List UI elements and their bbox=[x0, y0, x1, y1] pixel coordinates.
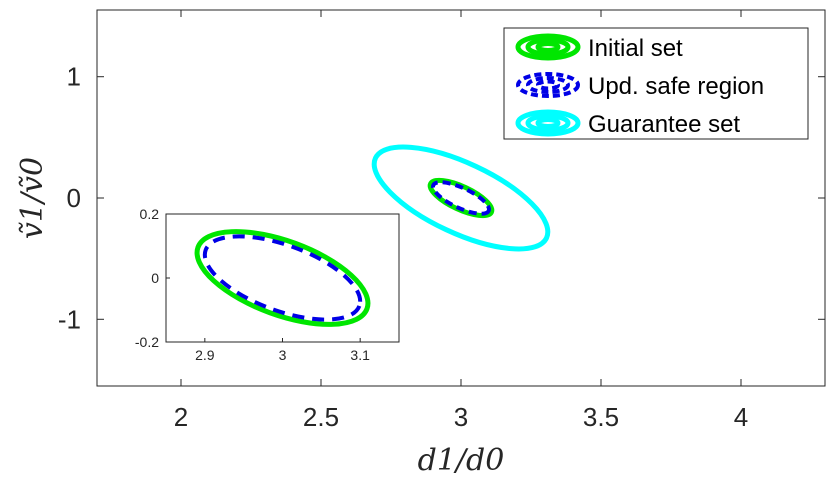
inset-yticks: -0.2 0 0.2 bbox=[135, 206, 170, 350]
inset-series-initial-set bbox=[194, 229, 371, 327]
inset-y-tick-label: -0.2 bbox=[135, 334, 159, 350]
inset-axes: 2.9 3 3.1 -0.2 0 0.2 bbox=[135, 206, 400, 363]
y-tick-label: -1 bbox=[58, 304, 81, 334]
y-tick-label: 0 bbox=[67, 183, 81, 213]
ylabel-group: ṽ1/ṽ0 bbox=[15, 157, 50, 239]
series-guarantee-set bbox=[371, 144, 551, 252]
x-tick-label: 2.5 bbox=[303, 402, 339, 432]
x-tick-label: 4 bbox=[734, 402, 748, 432]
legend-swatch bbox=[515, 109, 581, 137]
legend-swatch bbox=[525, 113, 571, 133]
inset-x-tick-label: 3 bbox=[279, 347, 287, 363]
legend-label: Upd. safe region bbox=[588, 73, 764, 100]
main-yticks: -1 0 1 bbox=[58, 62, 825, 334]
inset-x-tick-label: 3.1 bbox=[350, 347, 370, 363]
inset-plot-frame bbox=[165, 213, 400, 343]
series-upd-safe-region bbox=[431, 180, 491, 216]
x-axis-label: d1/d0 bbox=[418, 443, 505, 478]
legend-label: Guarantee set bbox=[588, 111, 740, 138]
inset-xticks: 2.9 3 3.1 bbox=[195, 338, 370, 363]
y-axis-label: ṽ1/ṽ0 bbox=[15, 157, 50, 239]
main-series bbox=[371, 144, 551, 252]
legend-swatch bbox=[515, 33, 581, 61]
legend-entries: Initial set Upd. safe region Guarantee set bbox=[515, 33, 764, 138]
main-xticks: 2 2.5 3 3.5 4 bbox=[174, 10, 748, 432]
inset-y-tick-label: 0.2 bbox=[140, 206, 160, 222]
x-tick-label: 3 bbox=[454, 402, 468, 432]
legend-swatch bbox=[516, 72, 580, 98]
legend-swatch bbox=[525, 37, 571, 57]
legend-entry: Initial set bbox=[515, 33, 683, 62]
legend-entry: Guarantee set bbox=[515, 109, 740, 138]
inset-x-tick-label: 2.9 bbox=[195, 347, 215, 363]
legend-swatch bbox=[526, 76, 570, 94]
x-tick-label: 3.5 bbox=[583, 402, 619, 432]
legend-label: Initial set bbox=[588, 35, 683, 62]
legend-swatch bbox=[536, 79, 560, 91]
legend-swatch bbox=[535, 117, 561, 129]
y-tick-label: 1 bbox=[67, 62, 81, 92]
legend: Initial set Upd. safe region Guarantee set bbox=[503, 27, 809, 140]
xlabel-group: d1/d0 bbox=[418, 443, 505, 478]
legend-entry: Upd. safe region bbox=[516, 72, 764, 100]
x-tick-label: 2 bbox=[174, 402, 188, 432]
inset-y-tick-label: 0 bbox=[151, 270, 159, 286]
legend-swatch bbox=[535, 41, 561, 53]
